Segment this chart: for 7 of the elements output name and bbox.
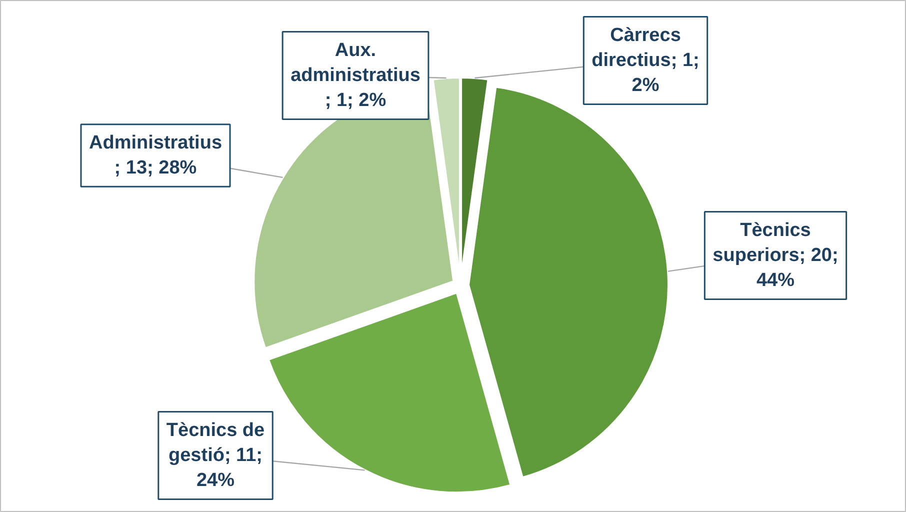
slice-label: Aux. administratius (290, 40, 420, 86)
slice-label: Administratius (88, 132, 222, 154)
slice-label: Tècnics de gestió; 11; 24% (166, 420, 265, 492)
data-label: ; 1; 2% (324, 90, 386, 112)
slice-label: Tècnics superiors; 20; 44% (712, 220, 838, 292)
slice-label: Càrrecs directius; 1; 2% (592, 24, 700, 96)
data-label: ; 13; 28% (114, 158, 197, 179)
